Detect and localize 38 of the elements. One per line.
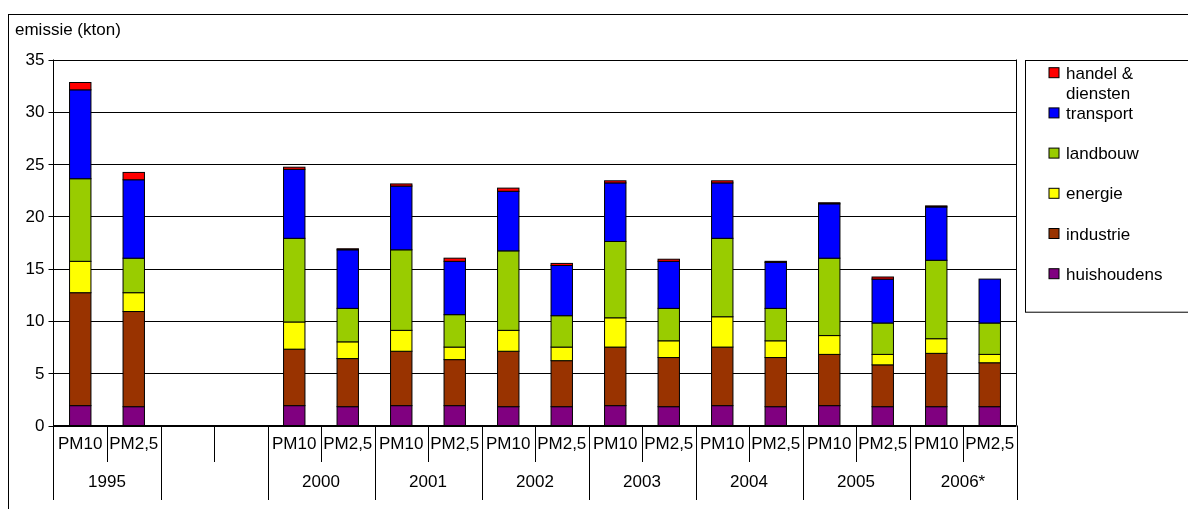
x-tick-label: PM10 xyxy=(58,434,103,454)
x-tick-label: PM10 xyxy=(700,434,745,454)
text: 2005 xyxy=(837,471,875,491)
text: 2000 xyxy=(302,471,340,491)
y-tick-label: 20 xyxy=(25,206,45,226)
x-tick-label: PM10 xyxy=(593,434,638,454)
y-tick-label: 35 xyxy=(25,50,45,69)
y-tick-label: 25 xyxy=(25,154,45,174)
x-tick-label: PM2,5 xyxy=(751,434,801,454)
x-tick-label: PM2,5 xyxy=(644,434,694,454)
x-tick-label: PM10 xyxy=(807,434,852,454)
text: 2003 xyxy=(623,471,661,491)
x-tick-label: PM2,5 xyxy=(430,434,480,454)
text: 2002 xyxy=(516,471,554,491)
y-tick-label: 0 xyxy=(35,416,45,435)
legend-label: transport xyxy=(1066,103,1134,123)
y-tick-label: 15 xyxy=(25,259,45,279)
x-tick-label: PM10 xyxy=(486,434,531,454)
x-tick-label: PM10 xyxy=(914,434,959,454)
x-tick-label: PM2,5 xyxy=(965,434,1015,454)
text: 1995 xyxy=(88,471,126,491)
text: 2004 xyxy=(730,471,768,491)
x-tick-label: PM2,5 xyxy=(858,434,908,454)
x-tick-label: PM10 xyxy=(272,434,317,454)
x-tick-label: PM2,5 xyxy=(109,434,159,454)
legend-label: energie xyxy=(1066,183,1123,203)
text: 2001 xyxy=(409,471,447,491)
x-tick-label: PM2,5 xyxy=(323,434,373,454)
text: 2006* xyxy=(940,471,986,491)
x-tick-label: PM2,5 xyxy=(537,434,587,454)
legend-label: landbouw xyxy=(1066,143,1140,163)
y-tick-label: 30 xyxy=(25,102,45,122)
x-tick-label: PM10 xyxy=(379,434,424,454)
y-tick-label: 5 xyxy=(35,363,45,383)
legend-label: industrie xyxy=(1066,224,1131,243)
legend-label: huishoudens xyxy=(1066,264,1163,284)
y-axis-title: emissie (kton) xyxy=(15,20,121,39)
y-tick-label: 10 xyxy=(25,311,45,331)
